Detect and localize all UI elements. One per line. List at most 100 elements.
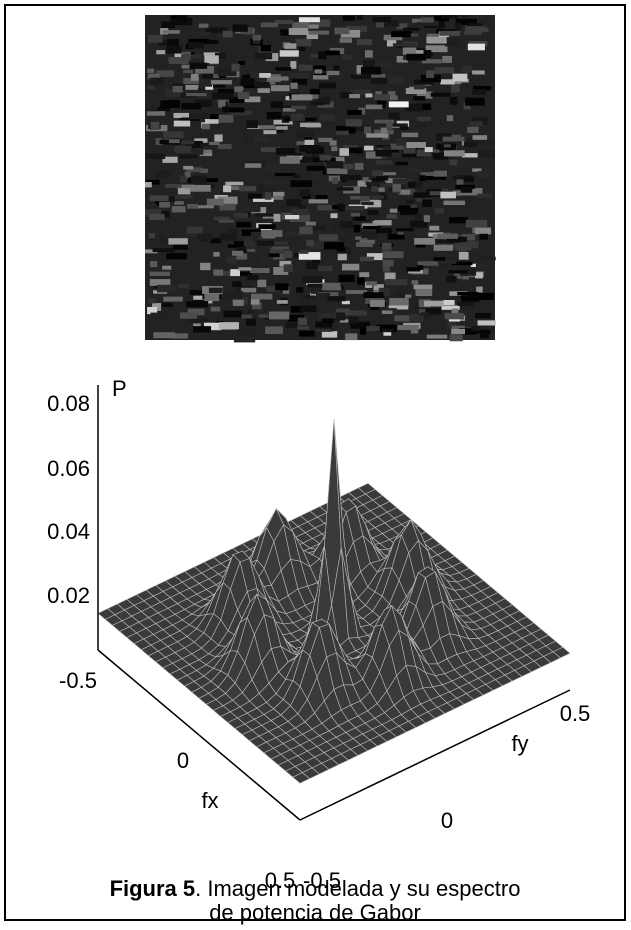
texel <box>319 234 338 241</box>
texel <box>182 65 190 69</box>
texel <box>386 122 392 129</box>
texel <box>299 17 320 22</box>
texel <box>153 248 175 252</box>
texel <box>244 238 253 246</box>
texel <box>468 44 485 51</box>
texel <box>248 310 254 314</box>
texel <box>471 326 480 331</box>
texel <box>426 70 434 78</box>
z-label: P <box>112 376 127 401</box>
texel <box>394 315 409 321</box>
texel <box>403 28 419 31</box>
texel <box>163 297 182 302</box>
texel <box>224 291 243 299</box>
texel <box>346 206 365 210</box>
texel <box>167 39 179 46</box>
fy-tick: 0 <box>441 808 453 833</box>
texel <box>376 160 392 165</box>
texel <box>385 76 404 84</box>
texel <box>361 67 381 75</box>
texel <box>429 226 439 231</box>
texel <box>187 319 208 322</box>
texel <box>477 140 493 144</box>
texel <box>390 209 397 213</box>
texel <box>424 215 430 222</box>
texel <box>340 38 352 43</box>
texel <box>315 69 323 73</box>
texel <box>298 47 305 51</box>
texel <box>356 242 373 247</box>
texel <box>396 228 414 231</box>
texel <box>186 301 208 307</box>
texel <box>349 148 363 154</box>
texel <box>375 150 391 157</box>
texel <box>336 187 353 190</box>
texel <box>200 263 210 270</box>
texel <box>383 146 391 150</box>
texel <box>211 307 221 312</box>
texel <box>364 127 371 134</box>
texel <box>204 294 219 301</box>
texel <box>187 204 198 209</box>
texel <box>422 199 432 207</box>
texel <box>445 39 460 46</box>
texel <box>247 275 259 280</box>
texel <box>225 182 243 186</box>
texel <box>365 50 373 57</box>
texel <box>417 229 428 236</box>
texel <box>373 17 391 22</box>
texel <box>173 245 188 250</box>
texel <box>209 114 218 119</box>
texel <box>434 67 454 73</box>
texel <box>385 279 407 285</box>
texel <box>371 186 377 192</box>
texel <box>342 301 350 304</box>
texel <box>150 272 170 276</box>
texel <box>415 123 425 129</box>
texel <box>245 163 261 168</box>
texel <box>360 328 366 335</box>
texel <box>261 45 272 51</box>
texel <box>204 55 218 63</box>
texel <box>236 222 251 227</box>
texel <box>472 147 486 150</box>
texel <box>437 233 457 238</box>
texel <box>467 127 478 133</box>
texel <box>443 137 465 142</box>
texel <box>409 315 423 322</box>
texel <box>387 214 397 218</box>
texel <box>186 93 207 96</box>
texel <box>275 283 288 290</box>
texel <box>231 64 239 72</box>
texel <box>341 327 352 335</box>
texel <box>477 194 492 198</box>
texel <box>309 31 329 35</box>
texel <box>162 266 171 270</box>
texel <box>191 74 199 81</box>
texel <box>413 96 425 100</box>
fx-tick: 0 <box>177 748 189 773</box>
texel <box>305 140 315 145</box>
texel <box>271 101 283 108</box>
texel <box>325 51 340 56</box>
texel <box>307 284 322 288</box>
texel <box>229 108 245 113</box>
texel <box>320 114 335 120</box>
texel <box>342 264 359 271</box>
texel <box>313 75 328 79</box>
texel <box>410 204 417 207</box>
texel <box>196 277 208 284</box>
texel <box>254 81 269 87</box>
texel <box>232 251 243 256</box>
texel <box>172 206 186 212</box>
texel <box>418 261 439 266</box>
texel <box>202 124 210 130</box>
texel <box>274 214 281 222</box>
texel <box>234 213 248 219</box>
texel <box>383 332 391 336</box>
texel <box>465 98 485 106</box>
texel <box>189 113 210 119</box>
texel <box>273 192 284 197</box>
texel <box>442 56 452 63</box>
texel <box>397 325 418 330</box>
